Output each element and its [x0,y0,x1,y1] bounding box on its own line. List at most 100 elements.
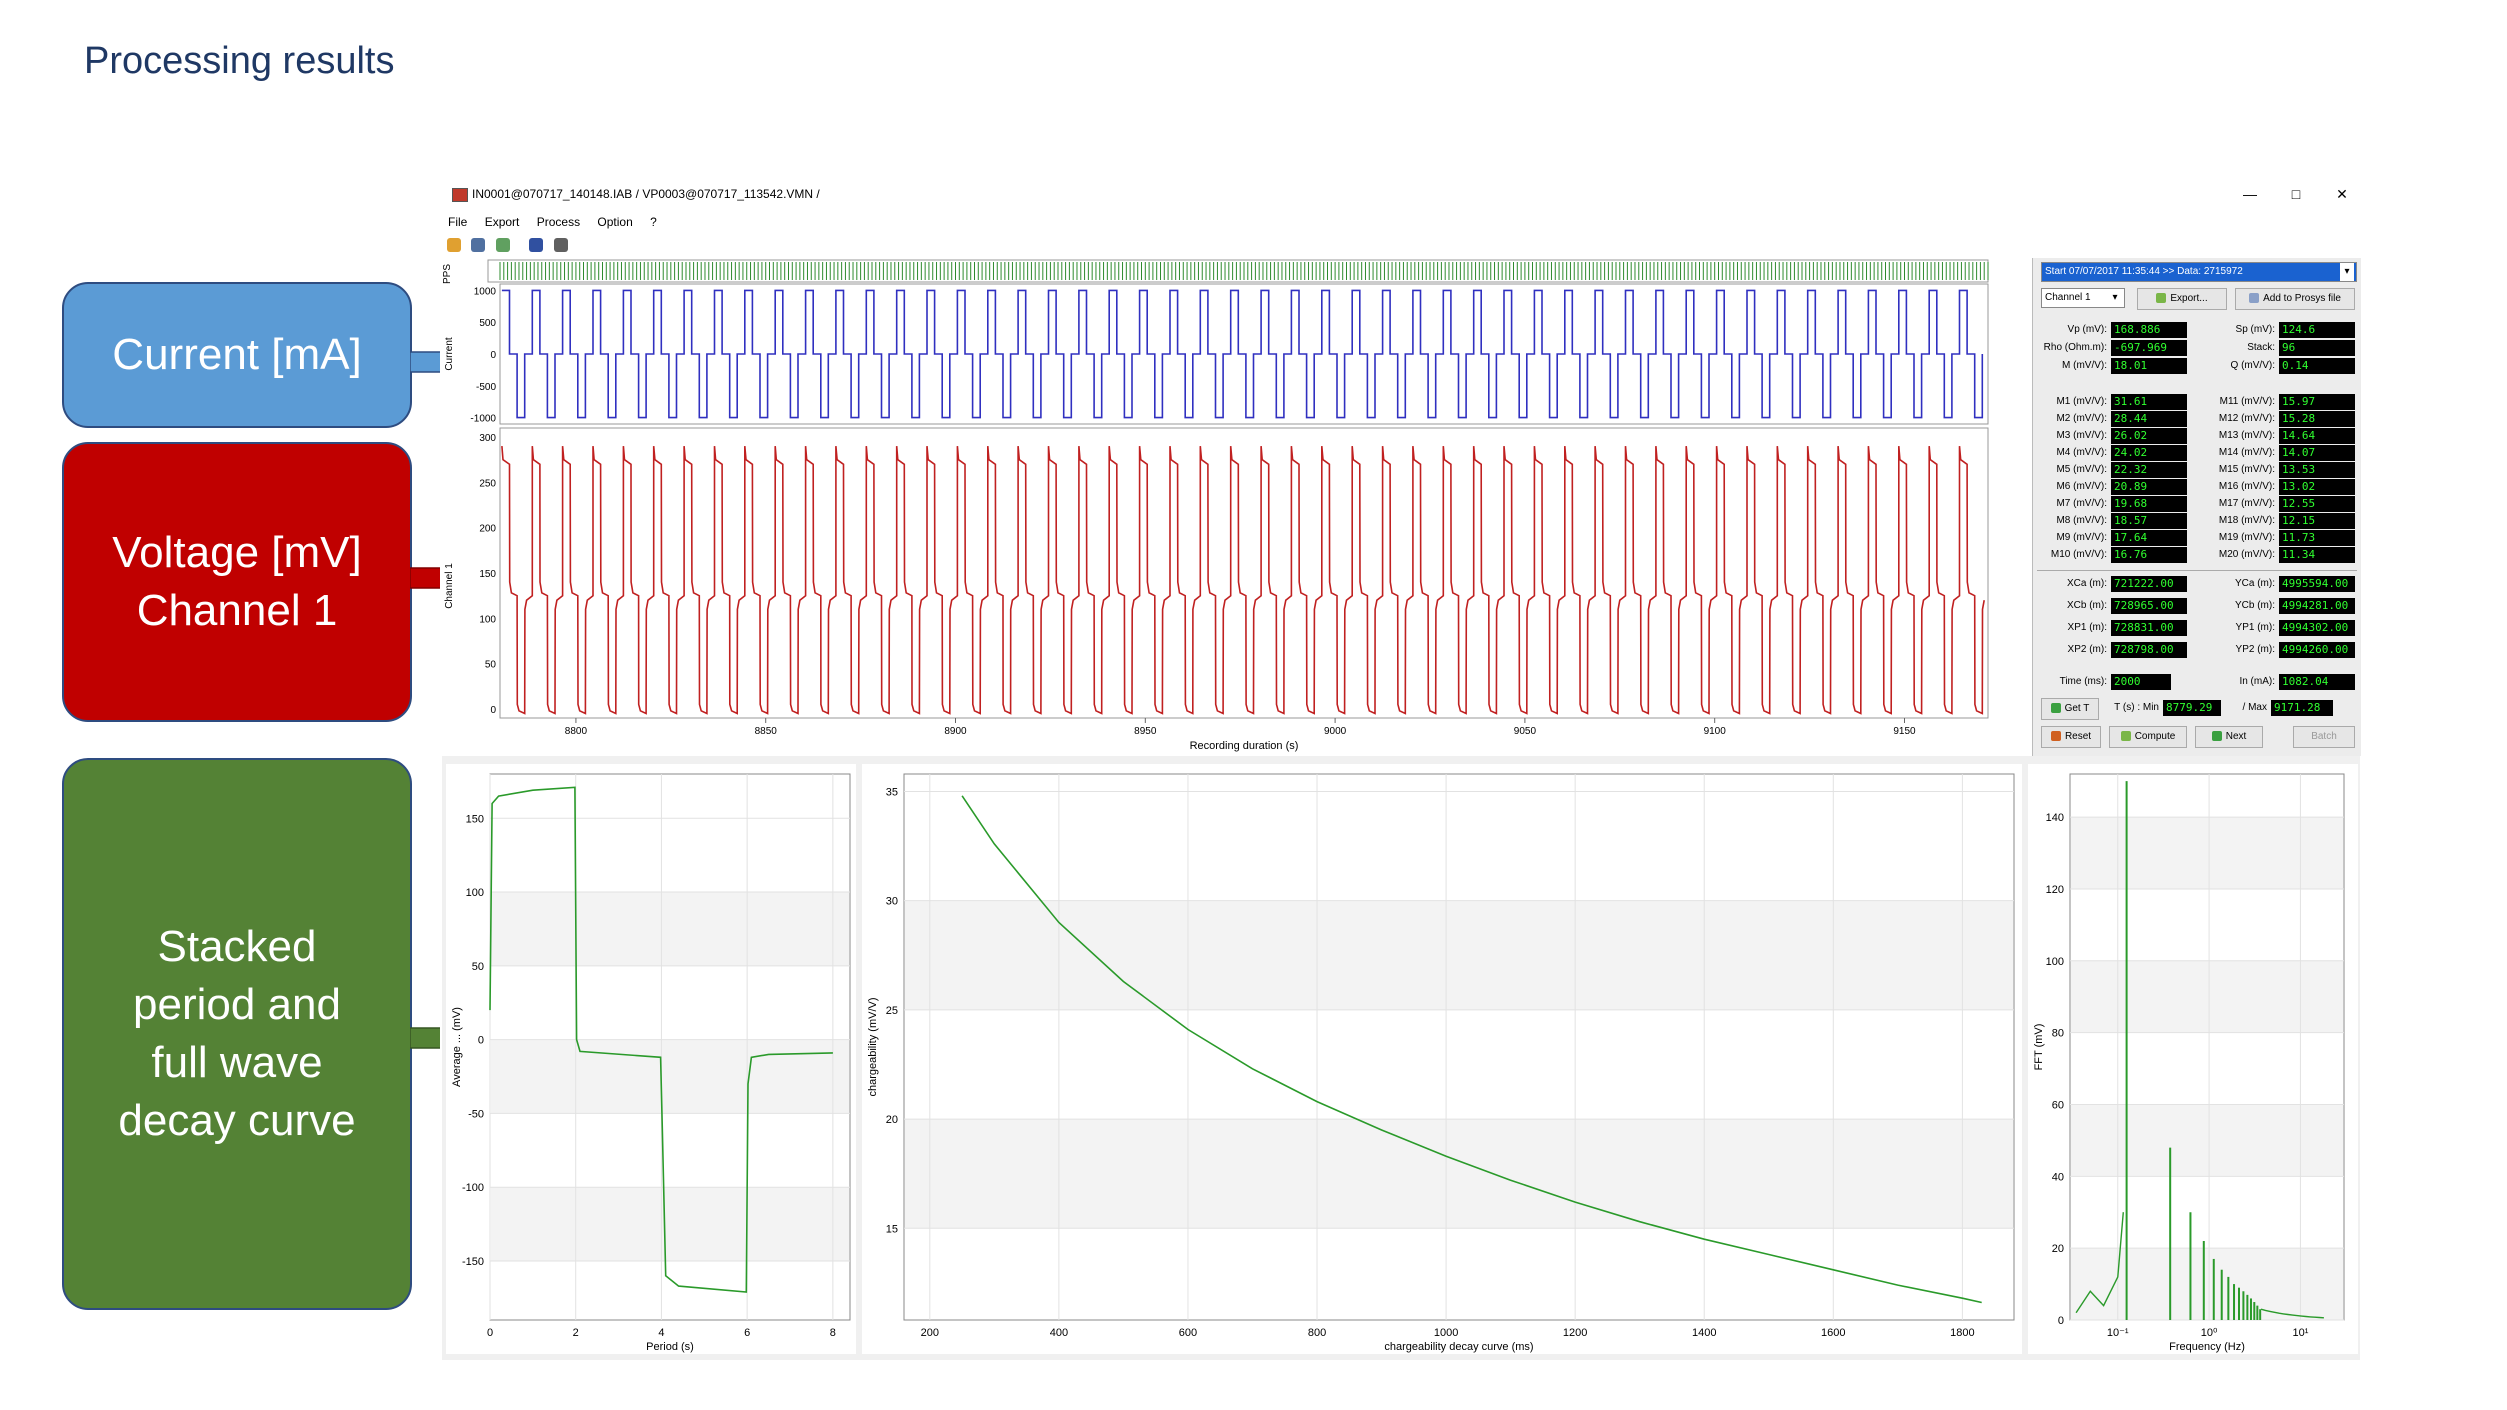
ytick-label: 30 [886,896,898,908]
current-ytick-label: 500 [479,318,496,329]
compute-button[interactable]: Compute [2109,726,2187,748]
xtick-label: 800 [1308,1327,1326,1339]
vp-label: Vp (mV): [2067,324,2107,335]
ytick-label: 40 [2052,1171,2064,1183]
timeseries-xlabel: Recording duration (s) [1190,740,1299,752]
m-window-label: M8 (mV/V): [2056,515,2107,526]
y-axis-label: chargeability (mV/V) [867,997,879,1096]
tmin-label: T (s) : Min [2114,702,2159,713]
reset-label: Reset [2064,731,2092,742]
divider [2037,570,2357,571]
m-window-label: M11 (mV/V): [2219,396,2275,407]
voltage-ytick-label: 50 [485,660,497,671]
close-button[interactable]: ✕ [2336,186,2348,202]
xtick-label: 1400 [1692,1327,1716,1339]
menu-process[interactable]: Process [536,215,581,229]
open-icon[interactable] [447,238,461,252]
voltage-ytick-label: 300 [479,433,496,444]
add-prosys-button[interactable]: Add to Prosys file [2235,288,2355,310]
current-ytick-label: 1000 [474,286,497,297]
x-axis-label: Frequency (Hz) [2169,1341,2245,1353]
title-bar: IN0001@070717_140148.IAB / VP0003@070717… [440,180,2360,208]
timeseries-xtick-label: 8800 [565,726,588,737]
m-window-value: 12.55 [2279,496,2355,512]
voltage-ytick-label: 150 [479,569,496,580]
m-window-value: 11.34 [2279,547,2355,563]
ytick-label: 60 [2052,1099,2064,1111]
ytick-label: 20 [886,1114,898,1126]
side-panel: Start 07/07/2017 11:35:44 >> Data: 27159… [2032,258,2361,756]
m-window-label: M3 (mV/V): [2056,430,2107,441]
export-button[interactable]: Export... [2137,288,2227,310]
grid-band [905,1119,2013,1229]
xp1-label: XP1 (m): [2067,622,2107,633]
channel-select[interactable]: Channel 1 ▾ [2041,288,2125,308]
yca-value: 4995594.00 [2279,576,2355,592]
m-window-label: M14 (mV/V): [2218,447,2275,458]
ytick-label: -100 [462,1182,484,1194]
ytick-label: 35 [886,786,898,798]
menu-file[interactable]: File [448,215,468,229]
reset-button[interactable]: Reset [2041,726,2101,748]
callout-voltage-line1: Voltage [mV] [112,528,362,577]
sp-label: Sp (mV): [2235,324,2275,335]
save-icon[interactable] [471,238,486,252]
start-select[interactable]: Start 07/07/2017 11:35:44 >> Data: 27159… [2041,262,2357,282]
m-window-value: 24.02 [2111,445,2187,461]
grid-band [2071,960,2343,1033]
ytick-label: 100 [466,887,484,899]
m-window-value: 17.64 [2111,530,2187,546]
m-window-label: M7 (mV/V): [2056,498,2107,509]
import-icon[interactable] [495,238,510,252]
yca-label: YCa (m): [2235,578,2275,589]
ytick-label: 120 [2046,884,2064,896]
xtick-label: 1800 [1950,1327,1974,1339]
xtick-label: 10⁰ [2201,1327,2218,1339]
process-icon[interactable] [529,238,544,252]
timeseries-xtick-label: 8850 [755,726,778,737]
compute-label: Compute [2134,731,2176,742]
grid-band [491,1039,849,1114]
sp-value: 124.6 [2279,322,2355,338]
ytick-label: 0 [2058,1315,2064,1327]
y-axis-label: FFT (mV) [2033,1024,2045,1071]
timeseries-xtick-label: 9000 [1324,726,1347,737]
tmax-value: 9171.28 [2271,700,2333,716]
callout-current: Current [mA] [62,282,412,428]
yp2-label: YP2 (m): [2235,644,2275,655]
minimize-button[interactable]: — [2243,186,2257,202]
x-axis-label: chargeability decay curve (ms) [1384,1341,1533,1353]
timeseries-xtick-label: 8900 [944,726,967,737]
xp2-label: XP2 (m): [2067,644,2107,655]
toolbar [444,234,571,256]
m-window-value: 19.68 [2111,496,2187,512]
menu-help[interactable]: ? [650,215,657,229]
ycb-label: YCb (m): [2235,600,2275,611]
grid-band [491,892,849,966]
vp-value: 168.886 [2111,322,2187,338]
app-window: IN0001@070717_140148.IAB / VP0003@070717… [440,180,2361,1360]
menu-option[interactable]: Option [597,215,633,229]
q-label: Q (mV/V): [2230,360,2275,371]
next-label: Next [2225,731,2247,742]
callout-stacked-line4: decay curve [118,1096,356,1145]
batch-label: Batch [2311,731,2337,742]
terminal-icon[interactable] [553,238,568,252]
m-value: 18.01 [2111,358,2187,374]
next-button[interactable]: Next [2195,726,2263,748]
chevron-down-icon: ▾ [2340,263,2354,281]
pps-signal [499,262,1989,280]
fft-baseline [2075,1212,2124,1314]
m-window-label: M9 (mV/V): [2056,532,2107,543]
maximize-button[interactable]: □ [2291,186,2301,202]
m-window-value: 14.07 [2279,445,2355,461]
timeseries-xticks: 8800 8850 8900 8950 9000 9050 9100 9150 [565,718,1916,737]
xtick-label: 8 [830,1327,836,1339]
m-window-value: 13.53 [2279,462,2355,478]
chevron-down-icon: ▾ [2112,292,2118,303]
xcb-value: 728965.00 [2111,598,2187,614]
grid-band [491,1187,849,1261]
get-t-button[interactable]: Get T [2041,698,2099,720]
batch-button[interactable]: Batch [2293,726,2355,748]
menu-export[interactable]: Export [484,215,520,229]
